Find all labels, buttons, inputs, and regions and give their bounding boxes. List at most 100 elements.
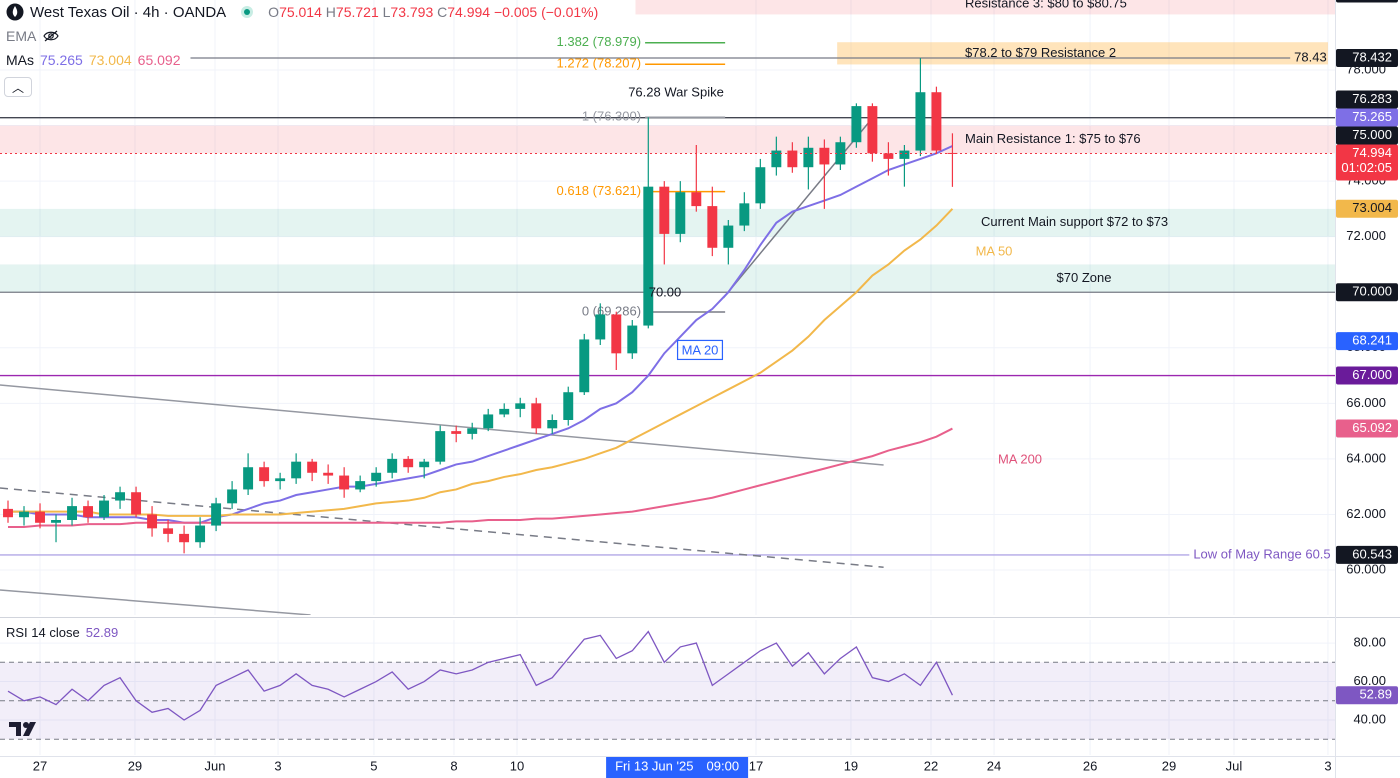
candle-body (771, 150, 782, 168)
annotation-box (676, 339, 724, 361)
candle-body (803, 147, 814, 168)
candle-body (3, 508, 13, 518)
y-tick-label: 62.000 (1346, 506, 1386, 521)
x-tick-label: 22 (924, 758, 938, 773)
level-label: 78.43 (1294, 49, 1327, 64)
ohlc-label: C (437, 4, 448, 20)
mas-row[interactable]: MAs 75.265 73.004 65.092 (6, 52, 180, 68)
ohlc-label: H (325, 4, 336, 20)
candle-body (883, 153, 894, 159)
fib-label: 1.272 (78.207) (557, 56, 642, 71)
grid (0, 0, 1335, 755)
ema-label[interactable]: EMA (6, 28, 37, 44)
candle-body (931, 92, 942, 151)
candle-body (83, 506, 94, 518)
tradingview-logo (9, 722, 36, 736)
candle-body (595, 314, 606, 340)
fib-label: 1 (76.300) (582, 109, 641, 124)
collapse-button[interactable]: ︿ (4, 77, 32, 97)
ohlc-label: O (268, 4, 280, 20)
ma-line (8, 145, 953, 524)
y-tick-label: 66.000 (1346, 395, 1386, 410)
ma-value: 75.265 (40, 52, 83, 68)
candle-body (611, 314, 622, 354)
ohlc-value: 73.793 (390, 4, 434, 20)
price-badge (1336, 0, 1398, 3)
candle-body (947, 152, 958, 154)
ma-value: 65.092 (137, 52, 181, 68)
candle-body (419, 461, 430, 468)
zone (0, 125, 1335, 154)
candle-body (755, 167, 766, 204)
candle-body (99, 500, 110, 518)
axes: 27 29 Jun 3 5 8 10 17 19 22 24 26 29 Jul 3 60.000 62.000… (33, 0, 1398, 778)
rsi-pane (0, 630, 1335, 740)
candle-body (579, 339, 590, 393)
candle-body (307, 461, 318, 473)
trendline (722, 119, 872, 299)
price-badge-label: 75.265 (1352, 109, 1392, 124)
candle-body (691, 192, 702, 207)
price-badge-label: 67.000 (1352, 367, 1392, 382)
ohlc: O75.014 H75.721 L73.793 C74.994 −0.005 (… (268, 4, 598, 20)
candle-body (451, 431, 462, 434)
rsi-line (7, 630, 954, 721)
candle-body (819, 147, 830, 165)
candle-body (643, 186, 654, 326)
rsi-header: RSI 14 close 52.89 (6, 625, 118, 640)
price-badge (1336, 332, 1398, 351)
price-badge (1336, 545, 1398, 564)
zone-label: Current Main support $72 to $73 (981, 214, 1168, 229)
candle-body (243, 467, 254, 490)
symbol-logo (6, 3, 24, 21)
candle-body (707, 206, 718, 248)
annotation: 76.28 War Spike (628, 84, 724, 99)
x-tick-label: 3 (1324, 758, 1331, 773)
hidden-icon[interactable] (42, 29, 60, 43)
price-badge-label: 74.994 (1352, 145, 1392, 160)
ema-row[interactable]: EMA (6, 28, 60, 44)
ma-line (8, 427, 953, 528)
candle-body (179, 533, 190, 543)
rsi-title: RSI 14 close (6, 625, 80, 640)
candle-body (371, 472, 382, 482)
x-tick-label: 5 (370, 758, 377, 773)
price-badge (1336, 126, 1398, 145)
candle-body (467, 428, 478, 434)
candle-body (259, 467, 270, 482)
mas-label[interactable]: MAs (6, 52, 34, 68)
annotation: 70.00 (649, 284, 682, 299)
rsi-badge-label: 52.89 (1359, 687, 1392, 702)
rsi-tick-label: 60.00 (1353, 673, 1386, 688)
countdown: 01:02:05 (1341, 160, 1392, 175)
price-badge-label: 76.283 (1352, 91, 1392, 106)
x-tick-label: Jul (1226, 758, 1243, 773)
trendline (0, 384, 884, 466)
candle-body (323, 472, 334, 476)
rsi-badge (1336, 686, 1398, 705)
candle-body (403, 458, 414, 468)
collapse-row[interactable]: ︿ (4, 77, 32, 97)
annotation: MA 50 (976, 243, 1013, 258)
rsi-tick-label: 40.00 (1353, 711, 1386, 726)
candle-body (627, 325, 638, 354)
x-tick-label: 27 (33, 758, 47, 773)
price-badge (1336, 90, 1398, 109)
candle-body (787, 150, 798, 168)
candle-body (851, 106, 862, 143)
candle-body (147, 514, 158, 529)
candle-body (867, 106, 878, 154)
zone-label: Main Resistance 1: $75 to $76 (965, 131, 1141, 146)
candle-body (19, 511, 29, 518)
price-badge-label: 78.432 (1352, 49, 1392, 64)
candle-body (899, 150, 910, 159)
level-label: Low of May Range 60.5 (1193, 546, 1330, 561)
candle-body (435, 431, 446, 462)
candle-body (659, 186, 670, 234)
candle-body (51, 520, 61, 523)
price-badge (1336, 419, 1398, 438)
zone (635, 0, 1335, 15)
fib-label: 1.382 (78.979) (557, 34, 642, 49)
candle-body (291, 461, 302, 479)
